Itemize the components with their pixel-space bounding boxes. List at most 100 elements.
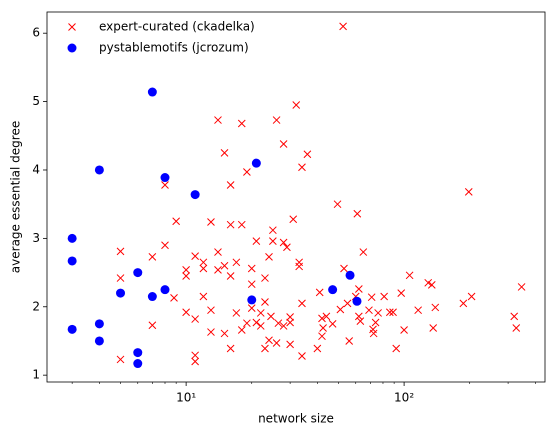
marker-dot bbox=[190, 190, 200, 200]
marker-x bbox=[252, 318, 261, 327]
marker-x bbox=[214, 248, 222, 256]
marker-x bbox=[389, 308, 397, 317]
marker-x bbox=[405, 271, 414, 280]
marker-dot bbox=[160, 173, 170, 183]
marker-x bbox=[269, 226, 277, 235]
marker-dot bbox=[147, 87, 157, 97]
x-tick-label: 10¹ bbox=[176, 391, 196, 405]
marker-x bbox=[340, 264, 348, 273]
marker-dot bbox=[247, 295, 257, 305]
marker-x bbox=[392, 344, 401, 353]
marker-x bbox=[328, 320, 337, 328]
marker-dot bbox=[67, 324, 77, 334]
marker-x bbox=[414, 306, 423, 315]
marker-x bbox=[237, 326, 246, 334]
plot-frame bbox=[46, 11, 546, 383]
marker-x bbox=[256, 322, 265, 330]
y-axis-label: average essential degree bbox=[9, 121, 23, 273]
marker-x bbox=[272, 339, 281, 347]
marker-x bbox=[247, 264, 256, 273]
marker-x bbox=[510, 312, 519, 321]
marker-x bbox=[286, 313, 294, 321]
marker-x bbox=[431, 303, 440, 312]
marker-x bbox=[371, 318, 380, 327]
marker-x bbox=[247, 280, 256, 289]
marker-x bbox=[207, 328, 215, 336]
marker-x bbox=[265, 336, 273, 345]
marker-x bbox=[191, 252, 200, 261]
marker-x bbox=[261, 274, 269, 282]
marker-x bbox=[298, 299, 306, 308]
marker-dot bbox=[94, 319, 104, 329]
marker-x bbox=[374, 309, 382, 317]
marker-x bbox=[295, 262, 304, 271]
marker-x bbox=[354, 312, 363, 321]
marker-x bbox=[303, 150, 312, 159]
marker-x bbox=[467, 292, 476, 301]
legend-marker bbox=[67, 43, 77, 53]
marker-x bbox=[214, 265, 222, 274]
marker-x bbox=[247, 304, 256, 312]
marker-x bbox=[292, 101, 301, 109]
y-tick-label: 2 bbox=[32, 299, 40, 313]
marker-x bbox=[116, 355, 125, 364]
marker-x bbox=[237, 119, 246, 128]
marker-x bbox=[427, 281, 436, 289]
marker-x bbox=[232, 258, 241, 267]
marker-x bbox=[214, 116, 222, 124]
marker-x bbox=[265, 252, 273, 261]
marker-x bbox=[279, 322, 288, 330]
marker-x bbox=[367, 293, 376, 302]
marker-x bbox=[279, 140, 288, 148]
y-tick-label: 5 bbox=[32, 94, 40, 108]
marker-x bbox=[353, 209, 362, 218]
marker-x bbox=[298, 352, 306, 360]
marker-dot bbox=[160, 285, 170, 295]
y-tick-label: 6 bbox=[32, 26, 40, 40]
marker-x bbox=[261, 298, 269, 306]
marker-x bbox=[429, 324, 438, 332]
marker-x bbox=[256, 309, 265, 317]
marker-x bbox=[274, 319, 283, 328]
marker-x bbox=[199, 264, 208, 273]
x-axis-label: network size bbox=[258, 412, 334, 426]
marker-x bbox=[289, 215, 298, 224]
y-tick-label: 3 bbox=[32, 231, 40, 245]
marker-x bbox=[220, 149, 229, 157]
marker-x bbox=[116, 274, 125, 282]
marker-x bbox=[424, 278, 433, 287]
marker-x bbox=[315, 288, 324, 297]
marker-x bbox=[517, 283, 526, 291]
marker-x bbox=[464, 188, 473, 196]
marker-x bbox=[261, 344, 269, 353]
marker-x bbox=[220, 261, 229, 270]
marker-x bbox=[182, 308, 190, 317]
marker-dot bbox=[133, 348, 143, 358]
marker-x bbox=[172, 217, 181, 226]
marker-dot bbox=[345, 270, 355, 280]
y-tick-label: 4 bbox=[32, 162, 40, 176]
marker-dot bbox=[352, 296, 362, 306]
marker-x bbox=[385, 308, 394, 317]
marker-x bbox=[252, 237, 261, 245]
marker-x bbox=[354, 285, 363, 293]
legend-marker bbox=[68, 23, 76, 31]
marker-x bbox=[459, 299, 468, 308]
marker-x bbox=[226, 344, 235, 353]
marker-x bbox=[283, 243, 291, 252]
marker-x bbox=[286, 340, 294, 349]
marker-x bbox=[170, 294, 178, 302]
marker-x bbox=[243, 319, 251, 328]
marker-x bbox=[226, 181, 235, 189]
marker-x bbox=[161, 241, 169, 250]
legend-label: pystablemotifs (jcrozum) bbox=[99, 41, 249, 55]
marker-x bbox=[336, 305, 345, 314]
marker-x bbox=[339, 22, 347, 31]
marker-x bbox=[356, 317, 365, 325]
marker-x bbox=[199, 258, 208, 267]
marker-x bbox=[318, 314, 326, 323]
marker-x bbox=[207, 306, 215, 315]
marker-x bbox=[237, 220, 246, 229]
